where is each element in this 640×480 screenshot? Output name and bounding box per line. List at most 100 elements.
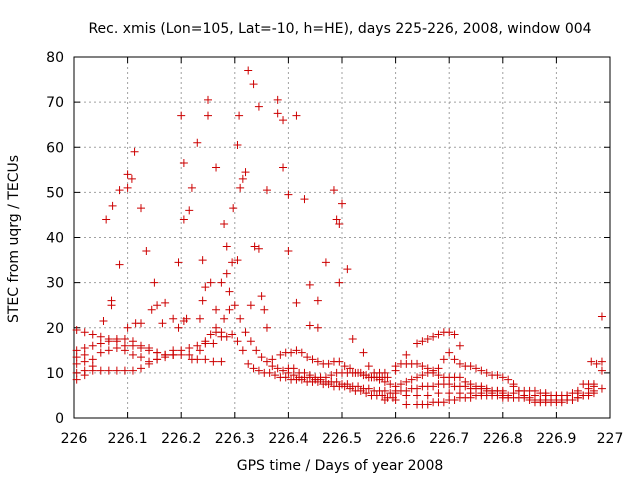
data-point (72, 346, 81, 355)
data-point (244, 66, 253, 75)
data-point (273, 95, 282, 104)
data-point (413, 384, 422, 393)
data-point (335, 357, 344, 366)
data-point (220, 219, 229, 228)
data-point (346, 364, 355, 373)
x-tick-label: 226.7 (429, 431, 469, 447)
data-point (123, 323, 132, 332)
data-point (439, 398, 448, 407)
data-point (455, 389, 464, 398)
y-tick-label: 10 (46, 366, 64, 382)
data-point (332, 377, 341, 386)
data-point (429, 332, 438, 341)
data-point (236, 183, 245, 192)
data-point (359, 348, 368, 357)
data-point (380, 386, 389, 395)
data-point (88, 362, 97, 371)
data-point (153, 301, 162, 310)
data-point (88, 330, 97, 339)
data-point (455, 341, 464, 350)
data-point (123, 170, 132, 179)
data-point (96, 366, 105, 375)
data-point (201, 337, 210, 346)
data-point (413, 359, 422, 368)
data-point (80, 328, 89, 337)
data-point (206, 278, 215, 287)
data-point (284, 247, 293, 256)
data-point (338, 199, 346, 208)
x-tick-label: 226.5 (322, 431, 362, 447)
data-point (201, 355, 210, 364)
data-point (402, 391, 411, 400)
data-point (568, 395, 577, 404)
data-point (137, 204, 145, 213)
y-axis-title: STEC from uqrg / TECUs (6, 155, 22, 323)
data-point (477, 389, 486, 398)
data-point (254, 244, 263, 253)
data-point (380, 377, 389, 386)
y-tick-label: 80 (46, 50, 64, 66)
data-point (329, 186, 338, 195)
data-point (589, 382, 598, 391)
data-point (493, 371, 502, 380)
data-point (597, 384, 606, 393)
data-point (250, 242, 259, 251)
data-point (292, 111, 301, 120)
data-point (229, 204, 238, 213)
data-point (72, 359, 81, 368)
data-point (174, 323, 183, 332)
data-point (584, 384, 593, 393)
data-point (343, 265, 352, 274)
data-point (324, 359, 333, 368)
data-point (187, 183, 196, 192)
data-point (340, 362, 349, 371)
data-point (222, 242, 231, 251)
data-point (297, 348, 306, 357)
data-point (514, 386, 523, 395)
data-point (530, 391, 539, 400)
data-point (161, 298, 170, 307)
data-point (303, 353, 312, 362)
data-point (128, 337, 137, 346)
data-point (195, 314, 204, 323)
data-point (386, 380, 395, 389)
data-point (445, 380, 454, 389)
data-point (597, 366, 606, 375)
data-point (142, 247, 151, 256)
data-point (233, 337, 242, 346)
data-point (257, 292, 266, 301)
data-point (161, 350, 170, 359)
data-point (281, 373, 290, 382)
data-point (335, 278, 344, 287)
data-point (265, 368, 274, 377)
data-point (313, 296, 322, 305)
data-point (137, 353, 145, 362)
y-tick-label: 30 (46, 276, 64, 292)
data-point (423, 368, 432, 377)
data-point (321, 258, 330, 267)
data-point (402, 400, 411, 409)
data-point (362, 389, 371, 398)
data-point (112, 344, 121, 353)
data-point (407, 375, 416, 384)
x-tick-label: 226 (61, 431, 88, 447)
data-point (112, 337, 121, 346)
x-axis-title: GPS time / Days of year 2008 (237, 458, 444, 474)
data-point (434, 389, 443, 398)
data-point (488, 389, 497, 398)
data-point (228, 330, 237, 339)
data-point (80, 371, 89, 380)
data-point (587, 357, 596, 366)
data-point (439, 355, 448, 364)
data-point (597, 357, 606, 366)
data-point (204, 111, 212, 120)
data-point (418, 371, 427, 380)
data-point (233, 256, 242, 265)
data-point (120, 366, 129, 375)
data-point (115, 260, 124, 269)
data-point (153, 355, 162, 364)
data-point (80, 357, 89, 366)
chart-title: Rec. xmis (Lon=105, Lat=-10, h=HE), days… (88, 21, 591, 37)
data-point (354, 382, 363, 391)
